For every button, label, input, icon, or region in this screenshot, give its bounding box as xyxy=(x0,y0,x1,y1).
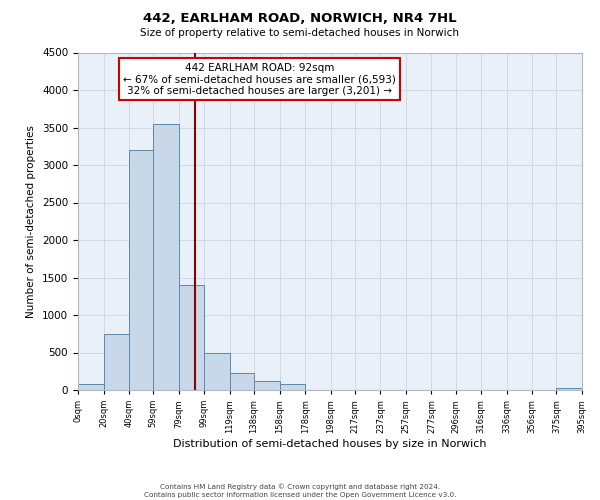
X-axis label: Distribution of semi-detached houses by size in Norwich: Distribution of semi-detached houses by … xyxy=(173,438,487,448)
Text: Size of property relative to semi-detached houses in Norwich: Size of property relative to semi-detach… xyxy=(140,28,460,38)
Bar xyxy=(179,285,205,390)
Text: 442 EARLHAM ROAD: 92sqm
← 67% of semi-detached houses are smaller (6,593)
32% of: 442 EARLHAM ROAD: 92sqm ← 67% of semi-de… xyxy=(123,62,396,96)
Bar xyxy=(104,334,129,390)
Bar xyxy=(129,150,153,390)
Text: 442, EARLHAM ROAD, NORWICH, NR4 7HL: 442, EARLHAM ROAD, NORWICH, NR4 7HL xyxy=(143,12,457,26)
Bar xyxy=(230,373,254,390)
Bar xyxy=(556,388,582,390)
Bar xyxy=(78,384,104,390)
Y-axis label: Number of semi-detached properties: Number of semi-detached properties xyxy=(26,125,37,318)
Bar xyxy=(205,352,230,390)
Bar xyxy=(254,380,280,390)
Bar xyxy=(280,384,305,390)
Bar xyxy=(153,124,179,390)
Text: Contains HM Land Registry data © Crown copyright and database right 2024.
Contai: Contains HM Land Registry data © Crown c… xyxy=(144,484,456,498)
